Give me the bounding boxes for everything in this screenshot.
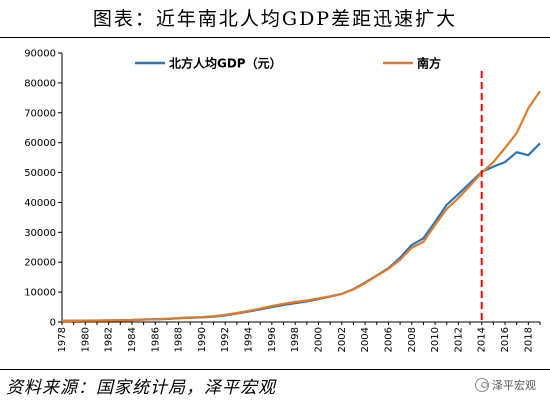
y-tick-label: 0 <box>50 318 56 329</box>
source-divider <box>0 369 550 370</box>
series-line-north <box>61 142 541 322</box>
legend-label-north: 北方人均GDP（元） <box>169 56 282 71</box>
x-tick-label: 2010 <box>430 327 441 352</box>
x-tick-label: 1990 <box>197 327 208 352</box>
y-tick-label: 90000 <box>24 49 56 60</box>
x-tick-label: 2018 <box>523 327 534 352</box>
legend-label-south: 南方 <box>417 56 441 71</box>
y-tick-label: 30000 <box>24 228 56 239</box>
wechat-icon <box>475 378 489 392</box>
x-tick-label: 2016 <box>500 327 511 352</box>
page-title: 图表：近年南北人均GDP差距迅速扩大 <box>92 8 458 30</box>
x-tick-label: 2014 <box>477 327 488 352</box>
chart-series <box>61 90 541 323</box>
x-axis-ticks: 1978 1980 1982 1984 1986 1988 1990 1992 1994 1996… <box>57 322 541 352</box>
y-tick-label: 50000 <box>24 168 56 179</box>
x-tick-label: 2006 <box>383 327 394 352</box>
x-tick-label: 1978 <box>57 327 68 352</box>
x-tick-label: 1996 <box>267 327 278 352</box>
chart-legend: 北方人均GDP（元） 南方 <box>135 56 441 71</box>
y-tick-label: 20000 <box>24 258 56 269</box>
chart-axes <box>61 53 540 323</box>
x-tick-label: 1998 <box>290 327 301 352</box>
watermark: 泽平宏观 <box>475 377 536 393</box>
x-tick-label: 1994 <box>244 327 255 352</box>
y-tick-label: 70000 <box>24 108 56 119</box>
series-line-south <box>61 90 541 323</box>
x-tick-label: 1984 <box>127 327 138 352</box>
x-tick-label: 1988 <box>174 327 185 352</box>
watermark-text: 泽平宏观 <box>492 379 536 392</box>
x-tick-label: 1982 <box>104 327 115 352</box>
y-axis-ticks: 0 10000 20000 30000 40000 50000 60000 70000 8000… <box>24 49 62 329</box>
x-tick-label: 1986 <box>150 327 161 352</box>
x-tick-label: 2002 <box>337 327 348 352</box>
x-tick-label: 2008 <box>407 327 418 352</box>
line-chart: 0 10000 20000 30000 40000 50000 60000 70000 8000… <box>24 49 541 352</box>
source-note: 资料来源：国家统计局，泽平宏观 <box>6 378 276 398</box>
y-tick-label: 40000 <box>24 198 56 209</box>
title-divider <box>0 37 550 38</box>
x-tick-label: 1992 <box>220 327 231 352</box>
x-tick-label: 2000 <box>313 327 324 352</box>
y-tick-label: 10000 <box>24 288 56 299</box>
x-tick-label: 2012 <box>453 327 464 352</box>
x-tick-label: 1980 <box>80 327 91 352</box>
y-tick-label: 80000 <box>24 78 56 89</box>
y-tick-label: 60000 <box>24 138 56 149</box>
x-tick-label: 2004 <box>360 327 371 352</box>
